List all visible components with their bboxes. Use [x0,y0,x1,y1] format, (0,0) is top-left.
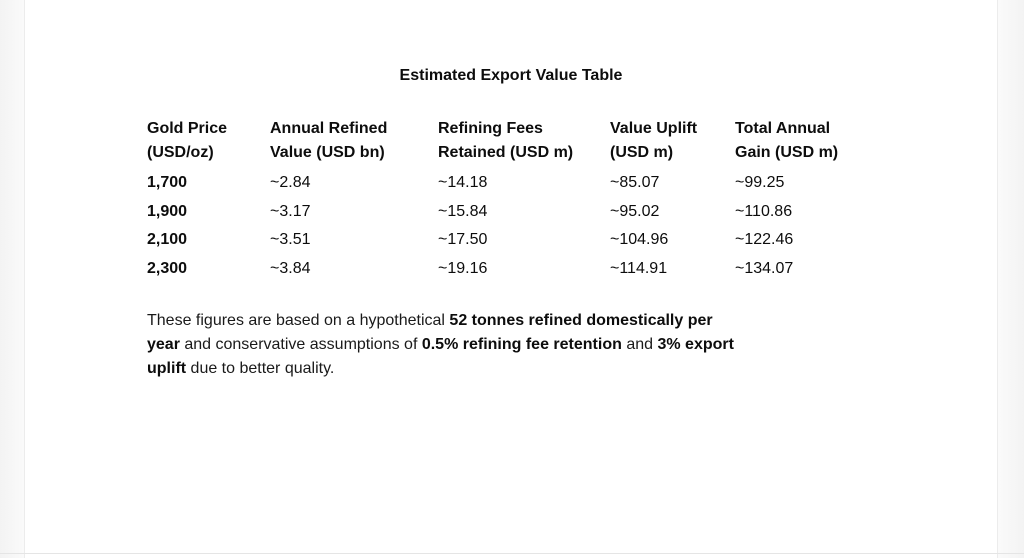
table-row: 2,100 ~3.51 ~17.50 ~104.96 ~122.46 [147,226,878,255]
table-cell: 1,700 [147,174,188,191]
table-row: 2,300 ~3.84 ~19.16 ~114.91 ~134.07 [147,255,878,284]
column-header-total-annual-gain: Total Annual Gain (USD m) [735,117,878,169]
note-segment: uplift [147,360,187,377]
right-gutter [997,0,1024,558]
column-header-value-uplift: Value Uplift (USD m) [610,117,735,169]
table-cell: ~3.84 [270,259,311,277]
table-cell: ~122.46 [735,231,794,248]
export-value-table: Gold Price (USD/oz) Annual Refined Value… [147,117,878,283]
note-paragraph: These figures are based on a hypothetica… [147,309,997,381]
table-cell: ~99.25 [735,174,785,191]
table-cell: ~2.84 [270,174,311,191]
table-cell: ~19.16 [438,259,488,277]
bottom-divider [0,553,1024,554]
column-header-line: Gain (USD m) [735,144,839,161]
column-header-line: Gold Price [147,120,228,137]
column-header-line: Total Annual [735,120,831,137]
column-header-line: (USD m) [610,144,674,161]
column-header-refining-fees-retained: Refining Fees Retained (USD m) [438,117,610,169]
table-cell: ~85.07 [610,174,660,191]
note-segment: These figures are based on a hypothetica… [147,312,450,329]
note-line: year and conservative assumptions of 0.5… [147,333,997,357]
column-header-line: Refining Fees [438,120,543,137]
column-header-line: Annual Refined [270,120,388,137]
note-segment: 3% export [657,336,734,353]
note-segment: year [147,336,180,353]
column-header-line: (USD/oz) [147,144,214,161]
table-cell: ~14.18 [438,174,488,191]
table-row: 1,700 ~2.84 ~14.18 ~85.07 ~99.25 [147,169,878,198]
column-header-line: Value Uplift [610,120,698,137]
column-header-gold-price: Gold Price (USD/oz) [147,117,270,169]
table-cell: ~134.07 [735,259,794,277]
table-header-row: Gold Price (USD/oz) Annual Refined Value… [147,117,878,169]
column-header-line: Value (USD bn) [270,144,385,161]
table-row: 1,900 ~3.17 ~15.84 ~95.02 ~110.86 [147,198,878,227]
note-segment: due to better quality. [186,360,335,377]
column-header-annual-refined-value: Annual Refined Value (USD bn) [270,117,438,169]
document-content: Estimated Export Value Table Gold Price … [25,0,997,381]
note-segment: and conservative assumptions of [179,336,422,353]
table-cell: ~104.96 [610,231,669,248]
note-segment: 0.5% refining fee retention [421,336,622,353]
table-cell: ~15.84 [438,202,488,220]
table-cell: 1,900 [147,202,188,220]
table-cell: 2,300 [147,259,188,277]
table-cell: ~3.51 [270,231,311,248]
table-cell: ~3.17 [270,202,311,220]
note-segment: 52 tonnes refined domestically per [449,312,713,329]
table-title: Estimated Export Value Table [399,67,623,84]
note-segment: and [621,336,658,353]
note-line: uplift due to better quality. [147,357,997,381]
table-cell: 2,100 [147,231,188,248]
export-value-table-wrap: Gold Price (USD/oz) Annual Refined Value… [147,117,997,283]
column-header-line: Retained (USD m) [438,144,574,161]
note-line: These figures are based on a hypothetica… [147,309,997,333]
table-cell: ~114.91 [610,259,668,277]
table-cell: ~110.86 [735,202,793,220]
table-cell: ~95.02 [610,202,660,220]
left-gutter [0,0,25,558]
table-cell: ~17.50 [438,231,488,248]
